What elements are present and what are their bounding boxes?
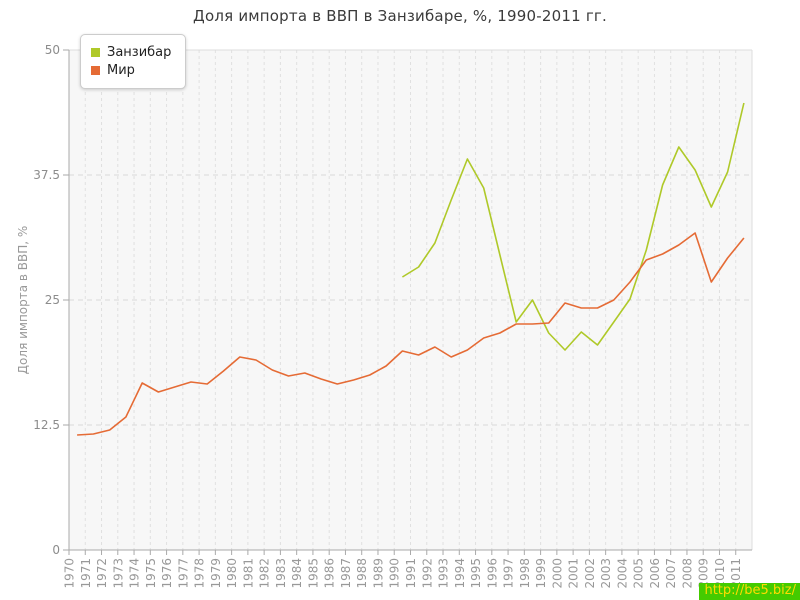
svg-text:2008: 2008 xyxy=(680,558,694,589)
y-axis-label: Доля импорта в ВВП, % xyxy=(16,226,30,375)
svg-text:1998: 1998 xyxy=(518,558,532,589)
svg-text:2011: 2011 xyxy=(729,558,743,589)
chart-title: Доля импорта в ВВП в Занзибаре, %, 1990-… xyxy=(193,7,607,25)
svg-text:1986: 1986 xyxy=(323,558,337,589)
svg-text:50: 50 xyxy=(45,43,60,57)
svg-text:1973: 1973 xyxy=(111,558,125,589)
svg-text:1971: 1971 xyxy=(79,558,93,589)
legend-swatch-world-icon xyxy=(91,66,100,75)
svg-text:1979: 1979 xyxy=(209,558,223,589)
svg-text:1970: 1970 xyxy=(63,558,77,589)
svg-text:1993: 1993 xyxy=(437,558,451,589)
svg-text:1989: 1989 xyxy=(371,558,385,589)
svg-text:2010: 2010 xyxy=(713,558,727,589)
svg-text:1975: 1975 xyxy=(144,558,158,589)
series-line-world xyxy=(77,232,745,436)
legend-label-zanzibar: Занзибар xyxy=(107,45,172,60)
svg-text:2007: 2007 xyxy=(664,558,678,589)
svg-text:1999: 1999 xyxy=(534,558,548,589)
svg-text:1995: 1995 xyxy=(469,558,483,589)
svg-text:1985: 1985 xyxy=(306,558,320,589)
svg-text:12.5: 12.5 xyxy=(33,418,60,432)
svg-text:1981: 1981 xyxy=(241,558,255,589)
svg-text:1974: 1974 xyxy=(128,558,142,589)
legend-item-world: Мир xyxy=(91,63,171,78)
svg-text:2002: 2002 xyxy=(583,558,597,589)
svg-text:1972: 1972 xyxy=(95,558,109,589)
svg-text:2005: 2005 xyxy=(632,558,646,589)
legend-item-zanzibar: Занзибар xyxy=(91,45,171,60)
svg-text:1994: 1994 xyxy=(453,558,467,589)
series-line-zanzibar xyxy=(401,102,745,351)
svg-text:1996: 1996 xyxy=(485,558,499,589)
svg-text:1976: 1976 xyxy=(160,558,174,589)
svg-text:1980: 1980 xyxy=(225,558,239,589)
axis-ticks xyxy=(63,49,737,555)
svg-text:1988: 1988 xyxy=(355,558,369,589)
svg-text:1987: 1987 xyxy=(339,558,353,589)
svg-text:2003: 2003 xyxy=(599,558,613,589)
watermark-link[interactable]: http://be5.biz/ xyxy=(699,583,800,600)
svg-text:1984: 1984 xyxy=(290,558,304,589)
svg-text:25: 25 xyxy=(45,293,60,307)
legend-swatch-zanzibar-icon xyxy=(91,48,100,57)
svg-text:1990: 1990 xyxy=(388,558,402,589)
svg-text:1991: 1991 xyxy=(404,558,418,589)
svg-text:1992: 1992 xyxy=(420,558,434,589)
horizontal-gridlines xyxy=(69,174,752,426)
y-tick-labels: 0 12.5 25 37.5 50 xyxy=(33,43,60,557)
svg-text:1982: 1982 xyxy=(258,558,272,589)
svg-text:2000: 2000 xyxy=(550,558,564,589)
svg-text:2004: 2004 xyxy=(615,558,629,589)
legend-label-world: Мир xyxy=(107,63,135,78)
legend: Занзибар Мир xyxy=(80,34,187,89)
svg-text:1977: 1977 xyxy=(176,558,190,589)
x-tick-labels: 1970 1971 1972 1973 1974 1975 1976 1977 1978 1979… xyxy=(63,558,744,589)
vertical-gridlines xyxy=(84,50,737,550)
svg-text:2006: 2006 xyxy=(648,558,662,589)
svg-text:0: 0 xyxy=(52,543,60,557)
svg-text:1978: 1978 xyxy=(193,558,207,589)
svg-text:2009: 2009 xyxy=(697,558,711,589)
svg-text:1983: 1983 xyxy=(274,558,288,589)
svg-text:2001: 2001 xyxy=(567,558,581,589)
svg-text:37.5: 37.5 xyxy=(33,168,60,182)
svg-text:1997: 1997 xyxy=(502,558,516,589)
